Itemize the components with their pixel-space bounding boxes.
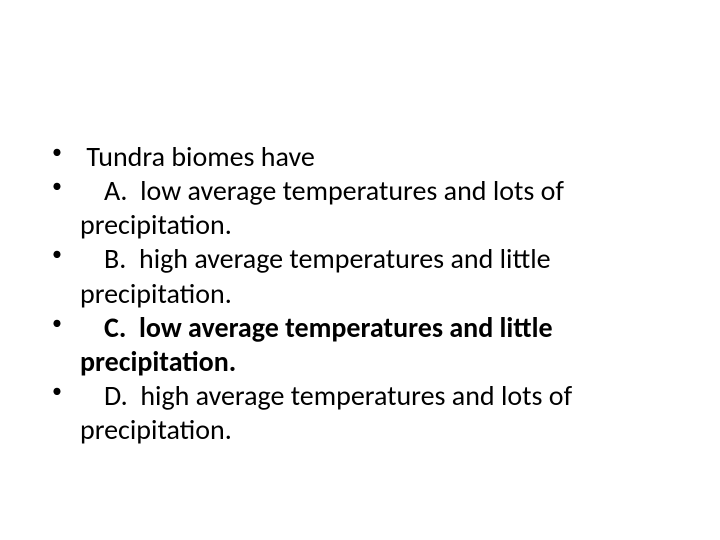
option-c-item: • C. low average temperatures and little… (52, 311, 668, 379)
option-d-label: D. high average temperatures and lots of (80, 379, 572, 413)
question-item: • Tundra biomes have (52, 140, 668, 174)
option-b-item: • B. high average temperatures and littl… (52, 242, 668, 310)
question-text: Tundra biomes have (80, 139, 315, 174)
option-b-continuation: precipitation. (80, 277, 668, 311)
option-d-item: • D. high average temperatures and lots … (52, 379, 668, 447)
option-c-label: C. low average temperatures and little (80, 311, 553, 345)
bullet-icon: • (52, 140, 62, 164)
bullet-icon: • (52, 379, 62, 403)
slide-container: • Tundra biomes have • A. low average te… (0, 0, 720, 540)
option-a-continuation: precipitation. (80, 208, 668, 242)
option-a-label: A. low average temperatures and lots of (80, 174, 564, 208)
bullet-list: • Tundra biomes have • A. low average te… (52, 140, 668, 447)
bullet-icon: • (52, 242, 62, 266)
option-a-item: • A. low average temperatures and lots o… (52, 174, 668, 242)
bullet-icon: • (52, 174, 62, 198)
bullet-icon: • (52, 311, 62, 335)
option-b-label: B. high average temperatures and little (80, 242, 551, 276)
option-d-continuation: precipitation. (80, 413, 668, 447)
option-c-continuation: precipitation. (80, 345, 668, 379)
